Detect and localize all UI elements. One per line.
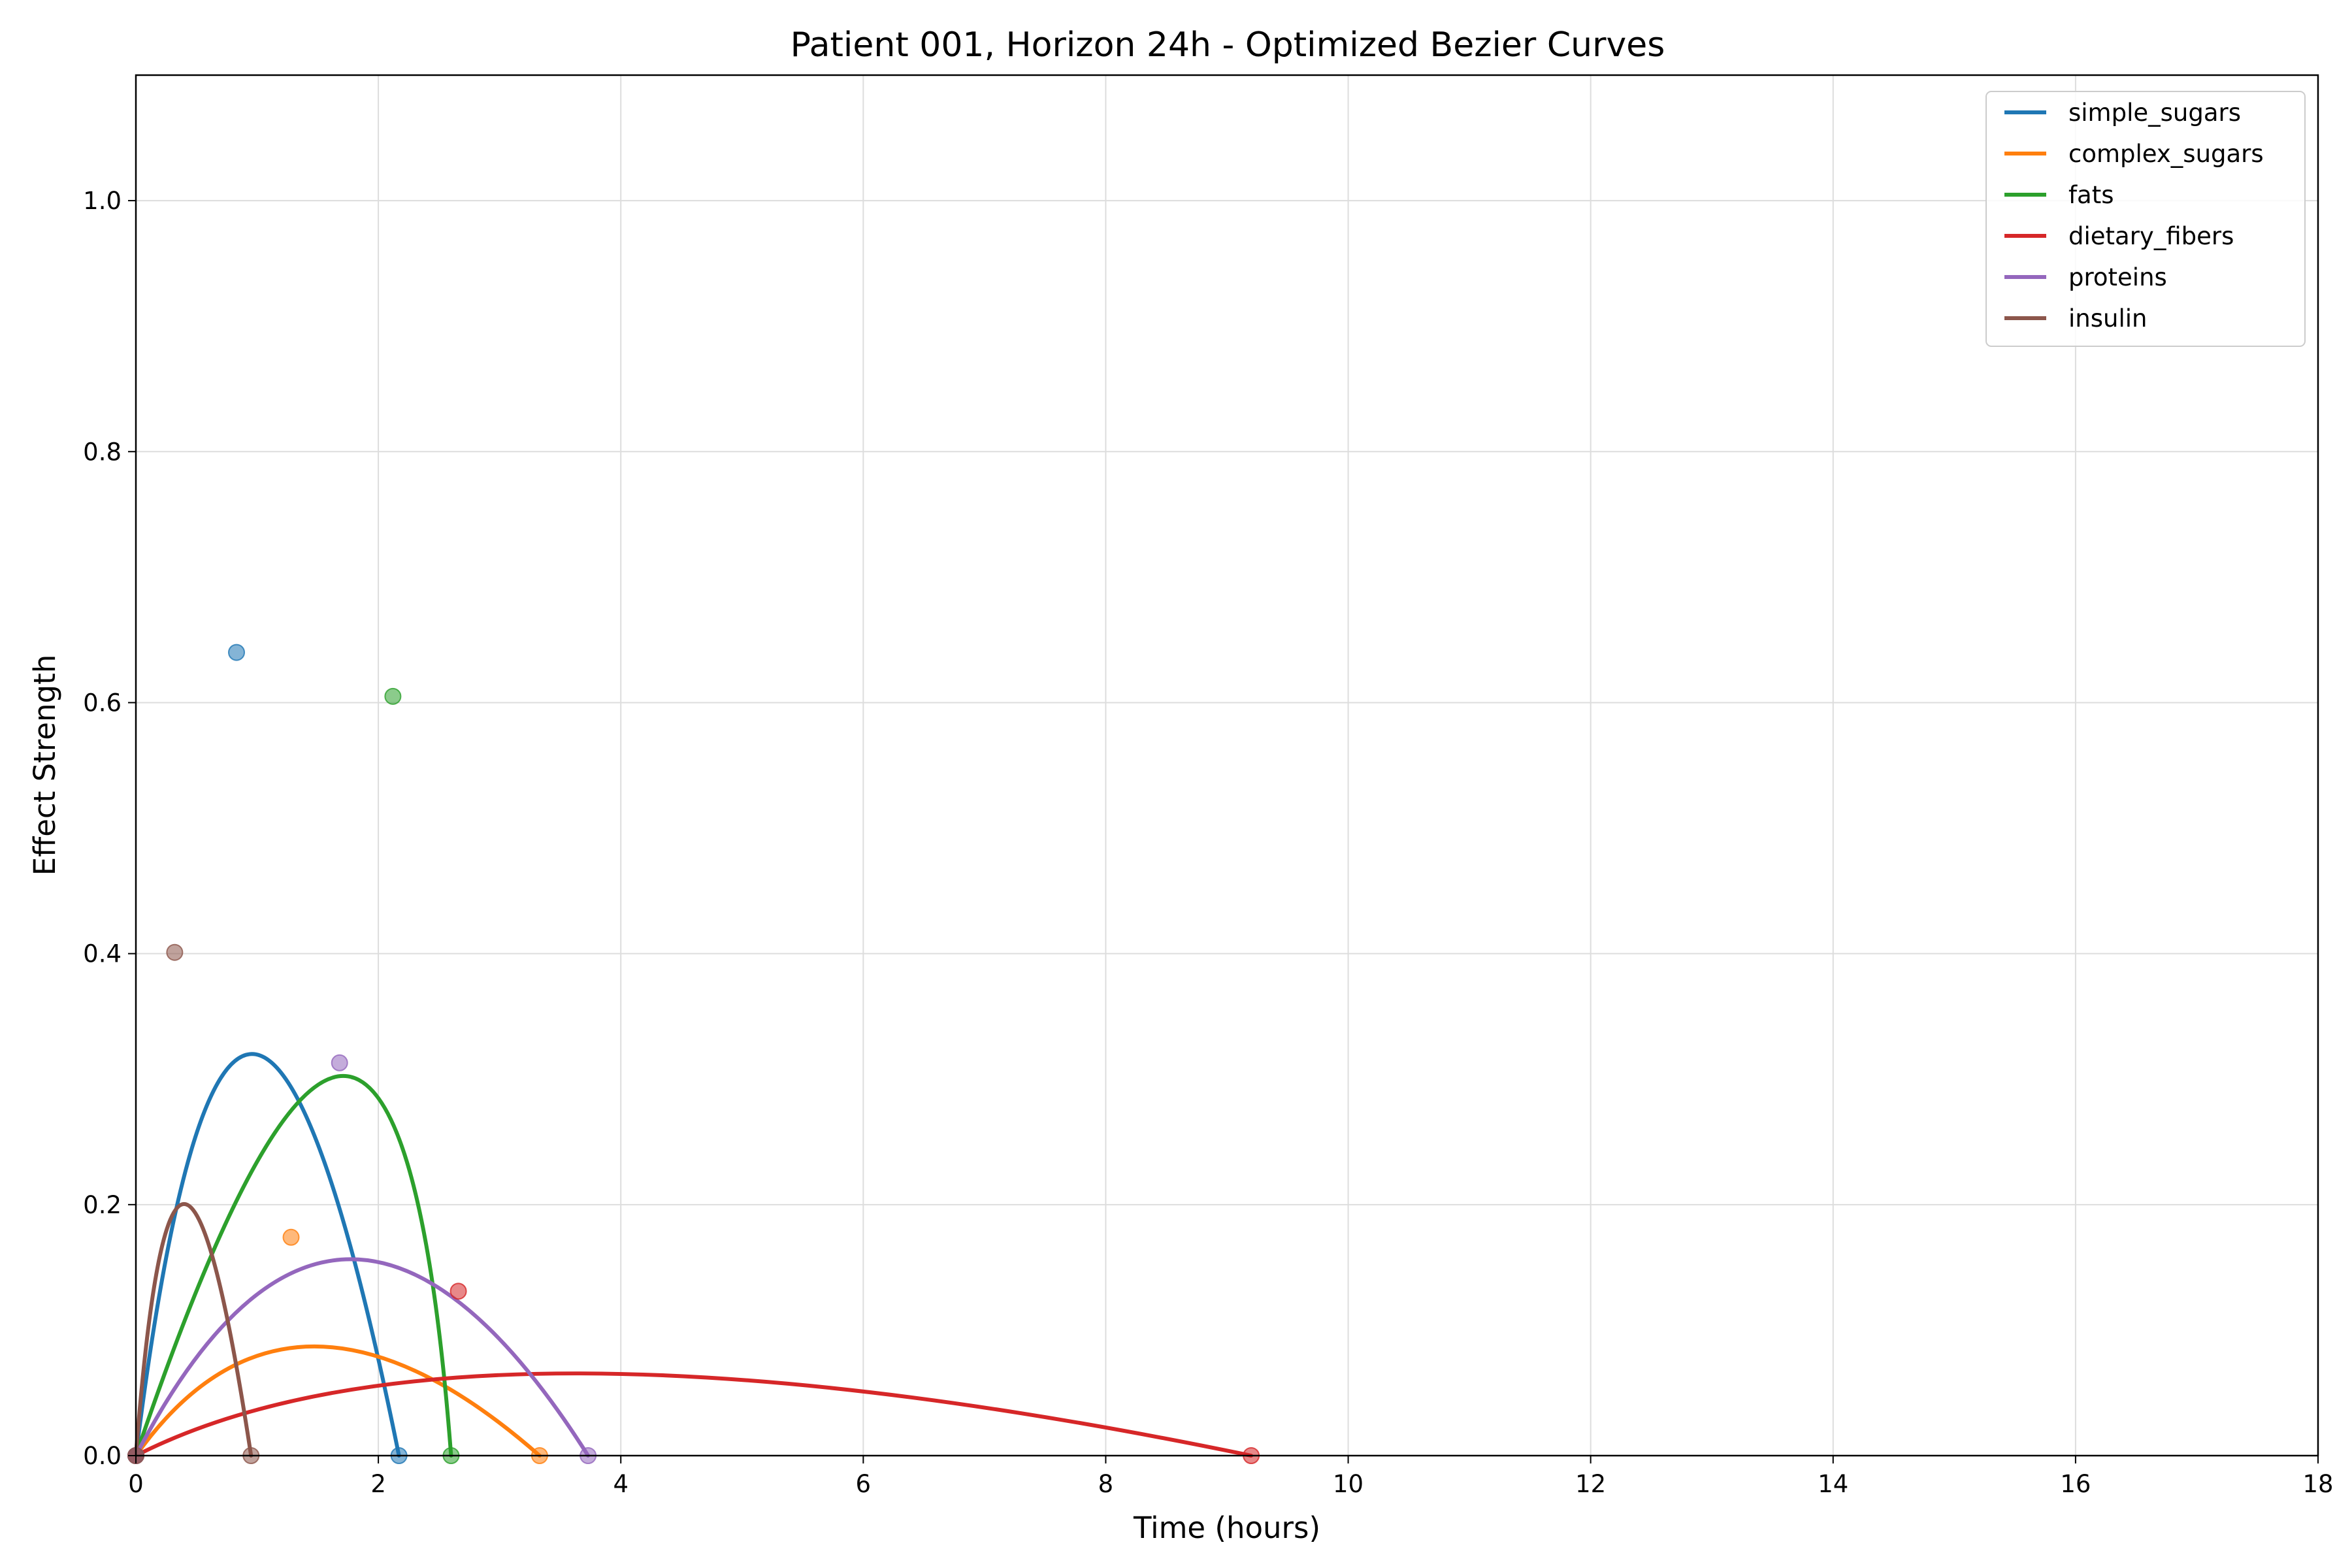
- x-tick-label: 12: [1575, 1470, 1606, 1498]
- control-point-simple-sugars: [228, 644, 246, 661]
- chart-title: Patient 001, Horizon 24h - Optimized Bez…: [791, 25, 1665, 65]
- legend-label: proteins: [2068, 263, 2167, 291]
- x-tick-label: 14: [1818, 1470, 1848, 1498]
- x-tick-label: 4: [613, 1470, 629, 1498]
- x-axis-label: Time (hours): [1133, 1511, 1320, 1545]
- series-line-proteins: [134, 1257, 591, 1458]
- x-tick-label: 8: [1098, 1470, 1114, 1498]
- series-layer: [134, 1052, 1254, 1458]
- series-line-insulin: [134, 1201, 253, 1458]
- legend-box: [1985, 91, 2306, 347]
- legend-label: insulin: [2068, 304, 2147, 333]
- control-point-complex-sugars: [282, 1228, 300, 1246]
- control-point-insulin: [166, 943, 184, 961]
- series-line-fats: [134, 1073, 453, 1458]
- x-tick-label: 10: [1333, 1470, 1364, 1498]
- x-axis-ticks: 0 2 4 6 8 10 12 14 16 18: [128, 1456, 2334, 1498]
- control-point-fats: [384, 687, 402, 705]
- legend-label: dietary_fibers: [2068, 222, 2234, 250]
- y-tick-label: 0.2: [83, 1191, 122, 1219]
- x-tick-label: 2: [370, 1470, 386, 1498]
- control-point-proteins: [331, 1054, 348, 1071]
- y-tick-label: 0.6: [83, 689, 122, 717]
- y-tick-label: 0.8: [83, 438, 122, 466]
- y-axis-ticks: 0.0 0.2 0.4 0.6 0.8 1.0: [83, 187, 136, 1470]
- y-axis-label: Effect Strength: [27, 655, 62, 875]
- plot-frame: [135, 74, 2319, 1457]
- legend-label: complex_sugars: [2068, 140, 2264, 168]
- control-point-dietary-fibers: [449, 1282, 467, 1300]
- legend-label: fats: [2068, 181, 2114, 209]
- series-line-complex-sugars: [134, 1345, 542, 1458]
- legend-label: simple_sugars: [2068, 99, 2241, 127]
- y-tick-label: 0.0: [83, 1442, 122, 1470]
- y-tick-label: 1.0: [83, 187, 122, 215]
- y-tick-label: 0.4: [83, 940, 122, 968]
- x-tick-label: 0: [128, 1470, 144, 1498]
- x-tick-label: 18: [2302, 1470, 2333, 1498]
- x-tick-label: 16: [2060, 1470, 2091, 1498]
- series-line-simple-sugars: [134, 1052, 401, 1458]
- x-tick-label: 6: [856, 1470, 872, 1498]
